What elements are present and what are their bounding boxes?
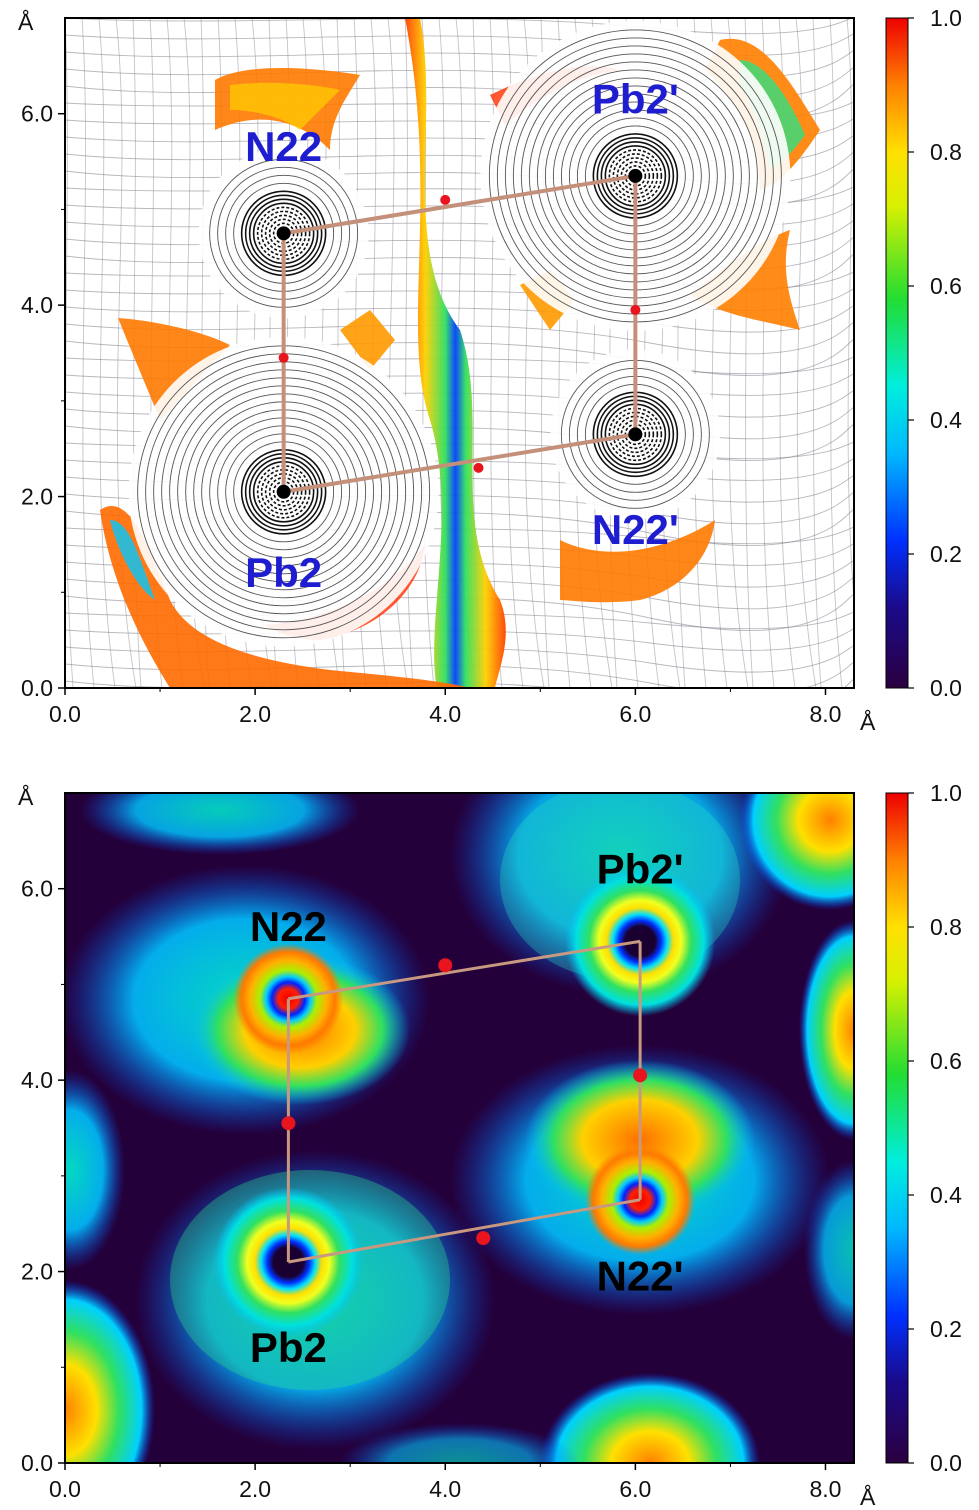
nucleus-marker <box>628 427 643 442</box>
colorbar-tick-label: 0.6 <box>930 1048 962 1074</box>
contour-ring <box>616 157 655 195</box>
field-line <box>81 18 95 688</box>
contour-ring <box>616 415 655 454</box>
y-tick-label: 2.0 <box>21 1259 53 1285</box>
contour-ring <box>260 210 307 257</box>
atom-label: N22' <box>597 1252 684 1299</box>
x-tick-label: 8.0 <box>809 1476 841 1502</box>
atom-label: Pb2' <box>592 75 679 122</box>
field-line <box>65 321 854 355</box>
contour-ring <box>264 472 303 511</box>
contour-ring <box>264 214 303 253</box>
y-tick-label: 2.0 <box>21 484 53 510</box>
top-contour-plot: N22 Pb2' Pb2 N22' 0.0 2.0 4.0 6.0 8.0 0.0 2.0 4.0… <box>18 5 962 735</box>
y-tick-label: 4.0 <box>21 292 53 318</box>
colorbar-tick-label: 0.2 <box>930 541 962 567</box>
x-tick-label: 0.0 <box>49 1476 81 1502</box>
y-tick-label: 0.0 <box>21 1450 53 1476</box>
y-tick-label: 0.0 <box>21 675 53 701</box>
top-colorbar-ticks: 0.0 0.2 0.4 0.6 0.8 1.0 <box>908 5 962 701</box>
y-tick-label: 6.0 <box>21 876 53 902</box>
colorbar-tick-label: 0.8 <box>930 139 962 165</box>
field-line <box>812 18 822 688</box>
bottom-x-axis-unit: Å <box>860 1483 876 1510</box>
bottom-heatmap-plot: N22 Pb2' Pb2 N22' 0.0 2.0 4.0 6.0 8.0 0.0 2.0 4.0… <box>18 780 962 1510</box>
x-tick-label: 8.0 <box>809 701 841 727</box>
top-atom-markers <box>276 168 643 499</box>
top-y-axis-unit: Å <box>18 8 34 35</box>
bottom-colorbar-ticks: 0.0 0.2 0.4 0.6 0.8 1.0 <box>908 780 962 1476</box>
top-critical-points <box>278 194 641 473</box>
x-tick-label: 2.0 <box>239 1476 271 1502</box>
atom-label: N22 <box>245 123 322 170</box>
bottom-x-axis-ticks: 0.0 2.0 4.0 6.0 8.0 <box>49 1463 841 1502</box>
bond-critical-point <box>473 462 484 473</box>
colorbar-tick-label: 0.4 <box>930 407 962 433</box>
bottom-atom-labels: N22 Pb2' Pb2 N22' <box>250 846 684 1372</box>
bond-path <box>283 432 636 494</box>
bond-path <box>288 939 641 1001</box>
x-tick-label: 6.0 <box>619 1476 651 1502</box>
colorbar-tick-label: 0.0 <box>930 675 962 701</box>
colorbar-tick-label: 0.2 <box>930 1316 962 1342</box>
top-colorbar <box>885 17 909 689</box>
atom-label: N22' <box>592 506 679 553</box>
field-line <box>65 18 853 35</box>
bottom-y-axis-unit: Å <box>18 783 34 810</box>
bond-critical-point <box>438 958 453 973</box>
nucleus-marker <box>276 484 291 499</box>
top-atom-labels: N22 Pb2' Pb2 N22' <box>245 75 679 596</box>
field-line <box>65 628 854 651</box>
field-line <box>98 18 116 688</box>
contour-ring <box>260 468 307 515</box>
x-tick-label: 2.0 <box>239 701 271 727</box>
top-x-axis-unit: Å <box>860 708 876 735</box>
bond-critical-point <box>633 1068 648 1083</box>
colorbar-tick-label: 0.8 <box>930 914 962 940</box>
bond-critical-point <box>281 1116 296 1131</box>
field-line <box>864 18 884 688</box>
x-tick-label: 4.0 <box>429 1476 461 1502</box>
field-line <box>829 18 843 688</box>
bond-critical-point <box>278 352 289 363</box>
contour-ring <box>612 153 659 199</box>
atom-label: Pb2 <box>250 1324 327 1371</box>
colorbar-tick-label: 0.6 <box>930 273 962 299</box>
bond-path <box>283 173 636 236</box>
y-tick-label: 6.0 <box>21 101 53 127</box>
colorbar-tick-label: 0.0 <box>930 1450 962 1476</box>
bond-critical-point <box>476 1231 491 1246</box>
top-plot-frame <box>64 17 855 689</box>
colorbar-tick-label: 1.0 <box>930 5 962 31</box>
bottom-plot-frame <box>64 792 855 1464</box>
bottom-critical-points <box>281 958 648 1246</box>
x-tick-label: 0.0 <box>49 701 81 727</box>
x-tick-label: 6.0 <box>619 701 651 727</box>
atom-label: Pb2' <box>597 846 684 893</box>
top-x-axis-ticks: 0.0 2.0 4.0 6.0 8.0 <box>49 688 841 727</box>
colorbar-tick-label: 0.4 <box>930 1182 962 1208</box>
y-tick-label: 4.0 <box>21 1067 53 1093</box>
atom-label: N22 <box>250 903 327 950</box>
nucleus-marker <box>628 168 643 183</box>
colorbar-tick-label: 1.0 <box>930 780 962 806</box>
top-y-axis-ticks: 0.0 2.0 4.0 6.0 <box>21 101 65 701</box>
bottom-plot-area <box>65 793 854 1463</box>
bond-path <box>288 1198 641 1264</box>
bond-critical-point <box>630 304 641 315</box>
contour-ring <box>612 411 659 458</box>
bond-critical-point <box>440 194 451 205</box>
atom-label: Pb2 <box>245 549 322 596</box>
bottom-colorbar <box>885 792 909 1464</box>
nucleus-marker <box>276 226 291 241</box>
x-tick-label: 4.0 <box>429 701 461 727</box>
field-line <box>795 18 817 688</box>
bottom-y-axis-ticks: 0.0 2.0 4.0 6.0 <box>21 876 65 1476</box>
